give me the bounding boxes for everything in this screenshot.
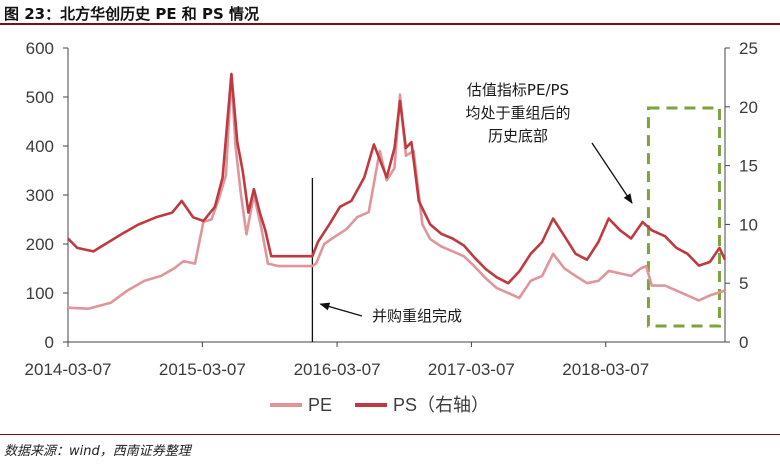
source-rule (0, 434, 780, 435)
pe-ps-chart: 0 100 200 300 400 500 600 0 5 10 15 20 25 2014-03-07 2… (25, 39, 758, 415)
ps-line (67, 72, 727, 285)
title-rule (0, 23, 780, 25)
right-y-tick-label: 5 (739, 274, 748, 293)
valuation-note-line: 估值指标PE/PS (467, 81, 569, 99)
right-y-tick-label: 25 (739, 39, 758, 58)
valuation-note-line: 均处于重组后的 (465, 104, 570, 122)
figure-title: 图 23：北方华创历史 PE 和 PS 情况 (4, 5, 260, 23)
right-y-tick-label: 20 (739, 98, 758, 117)
left-y-tick-label: 0 (45, 333, 54, 352)
x-tick-label: 2017-03-07 (428, 360, 515, 379)
valuation-arrow (591, 142, 633, 204)
pe-line (67, 73, 726, 310)
left-y-tick-label: 600 (26, 39, 54, 58)
x-tick-label: 2016-03-07 (294, 360, 381, 379)
valuation-box (646, 106, 721, 328)
legend-pe-label: PE (308, 395, 332, 415)
merger-arrow (319, 302, 363, 317)
left-y-tick-label: 200 (26, 235, 54, 254)
source-note: 数据来源：wind，西南证券整理 (4, 444, 191, 459)
x-tick-label: 2018-03-07 (562, 360, 649, 379)
x-tick-label: 2014-03-07 (25, 360, 112, 379)
merger-note: 并购重组完成 (372, 307, 462, 325)
left-y-tick-label: 100 (26, 284, 54, 303)
x-tick-label: 2015-03-07 (159, 360, 246, 379)
left-y-tick-label: 500 (26, 88, 54, 107)
legend-ps-label: PS（右轴） (393, 395, 489, 415)
right-y-tick-label: 0 (739, 333, 748, 352)
left-y-tick-label: 400 (26, 137, 54, 156)
right-y-tick-label: 10 (739, 215, 758, 234)
valuation-note-line: 历史底部 (488, 127, 548, 145)
right-y-tick-label: 15 (739, 157, 758, 176)
left-y-tick-label: 300 (26, 186, 54, 205)
